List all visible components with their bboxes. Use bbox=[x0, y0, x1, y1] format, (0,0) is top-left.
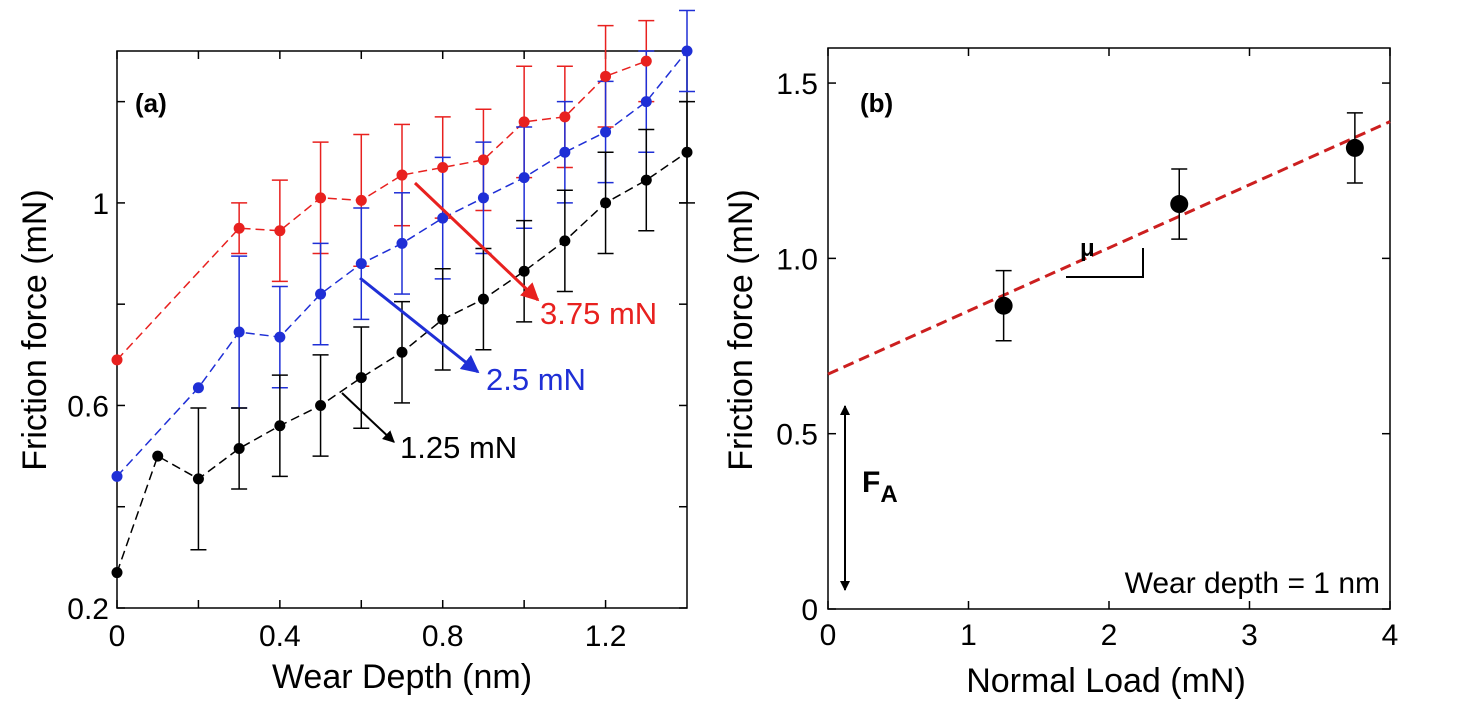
data-point bbox=[315, 192, 327, 204]
data-point bbox=[396, 237, 408, 249]
panel-a: 0 0.4 0.8 1.2 0.2 0.6 1 3.75 mN 2.5 mN 1.25 mN… bbox=[16, 9, 695, 696]
y-tick-label: 1.0 bbox=[776, 243, 818, 276]
x-tick-label: 3 bbox=[1241, 619, 1258, 652]
data-point bbox=[518, 172, 530, 184]
data-point bbox=[994, 296, 1013, 315]
data-point bbox=[355, 258, 367, 270]
mu-label: μ bbox=[1080, 235, 1095, 262]
data-point bbox=[559, 235, 571, 247]
panel-b-error-bars bbox=[995, 112, 1363, 342]
fit-line bbox=[827, 120, 1391, 376]
wear-depth-note: Wear depth = 1 nm bbox=[1125, 567, 1380, 600]
data-point bbox=[111, 567, 123, 579]
panel-b-frame bbox=[827, 47, 1391, 610]
data-point bbox=[274, 420, 286, 432]
y-tick-label: 0.2 bbox=[67, 593, 109, 626]
data-point bbox=[477, 154, 489, 166]
data-point bbox=[640, 96, 652, 108]
data-point bbox=[274, 225, 286, 237]
data-point bbox=[315, 399, 327, 411]
panel-a-ticks bbox=[116, 51, 687, 609]
panel-b: 0 1 2 3 4 0 0.5 1.0 1.5 μ FA Wear depth = 1 nm (… bbox=[722, 47, 1398, 700]
series-line bbox=[116, 60, 647, 361]
panel-b-xlabel: Normal Load (mN) bbox=[966, 662, 1246, 700]
panel-b-points bbox=[994, 138, 1364, 315]
label-1-25mn: 1.25 mN bbox=[400, 430, 517, 465]
x-tick-label: 1.2 bbox=[585, 620, 627, 653]
panel-a-tick-labels: 0 0.4 0.8 1.2 0.2 0.6 1 bbox=[67, 188, 626, 653]
fa-label: FA bbox=[862, 466, 898, 508]
data-point bbox=[233, 222, 245, 234]
data-point bbox=[437, 212, 449, 224]
data-point bbox=[274, 331, 286, 343]
data-point bbox=[1170, 195, 1189, 214]
x-tick-label: 0 bbox=[820, 619, 837, 652]
data-point bbox=[600, 126, 612, 138]
panel-a-ylabel: Friction force (mN) bbox=[16, 189, 54, 470]
x-tick-label: 4 bbox=[1382, 619, 1399, 652]
data-point bbox=[640, 174, 652, 186]
data-point bbox=[559, 111, 571, 123]
label-2-5mn: 2.5 mN bbox=[486, 362, 586, 397]
x-tick-label: 2 bbox=[1101, 619, 1118, 652]
data-point bbox=[600, 197, 612, 209]
y-tick-label: 0.5 bbox=[776, 419, 818, 452]
data-point bbox=[355, 372, 367, 384]
x-tick-label: 0 bbox=[109, 620, 126, 653]
x-tick-label: 1 bbox=[960, 619, 977, 652]
y-tick-label: 0 bbox=[801, 594, 818, 627]
panel-a-error-bars bbox=[190, 9, 695, 551]
data-point bbox=[355, 194, 367, 206]
panel-a-frame bbox=[116, 50, 688, 609]
panel-b-label: (b) bbox=[860, 88, 893, 118]
y-tick-label: 1.5 bbox=[776, 68, 818, 101]
data-point bbox=[681, 45, 693, 57]
data-point bbox=[437, 313, 449, 325]
panel-b-ylabel: Friction force (mN) bbox=[722, 189, 760, 470]
data-point bbox=[681, 146, 693, 158]
data-point bbox=[396, 169, 408, 181]
panel-b-ticks bbox=[827, 48, 1391, 610]
series-line bbox=[116, 50, 688, 477]
data-point bbox=[315, 288, 327, 300]
x-tick-label: 0.8 bbox=[422, 620, 464, 653]
data-point bbox=[192, 382, 204, 394]
data-point bbox=[396, 346, 408, 358]
label-3-75mn: 3.75 mN bbox=[540, 296, 657, 331]
data-point bbox=[111, 470, 123, 482]
data-point bbox=[477, 293, 489, 305]
data-point bbox=[559, 146, 571, 158]
panel-a-label: (a) bbox=[135, 88, 167, 118]
data-point bbox=[437, 161, 449, 173]
data-point bbox=[640, 55, 652, 67]
data-point bbox=[518, 265, 530, 277]
y-tick-label: 0.6 bbox=[67, 390, 109, 423]
arrow-1-25mn bbox=[341, 392, 395, 443]
data-point bbox=[233, 442, 245, 454]
panel-a-xlabel: Wear Depth (nm) bbox=[272, 658, 532, 696]
arrow-2-5mn bbox=[359, 276, 480, 374]
slope-triangle bbox=[1066, 248, 1144, 278]
data-point bbox=[518, 116, 530, 128]
data-point bbox=[152, 450, 164, 462]
data-point bbox=[600, 70, 612, 82]
panel-a-points bbox=[111, 45, 693, 579]
data-point bbox=[192, 473, 204, 485]
data-point bbox=[477, 192, 489, 204]
panel-b-tick-labels: 0 1 2 3 4 0 0.5 1.0 1.5 bbox=[776, 68, 1398, 652]
y-tick-label: 1 bbox=[92, 188, 109, 221]
data-point bbox=[233, 326, 245, 338]
x-tick-label: 0.4 bbox=[259, 620, 301, 653]
arrow-3-75mn bbox=[413, 181, 540, 302]
data-point bbox=[1345, 138, 1364, 157]
data-point bbox=[111, 354, 123, 366]
